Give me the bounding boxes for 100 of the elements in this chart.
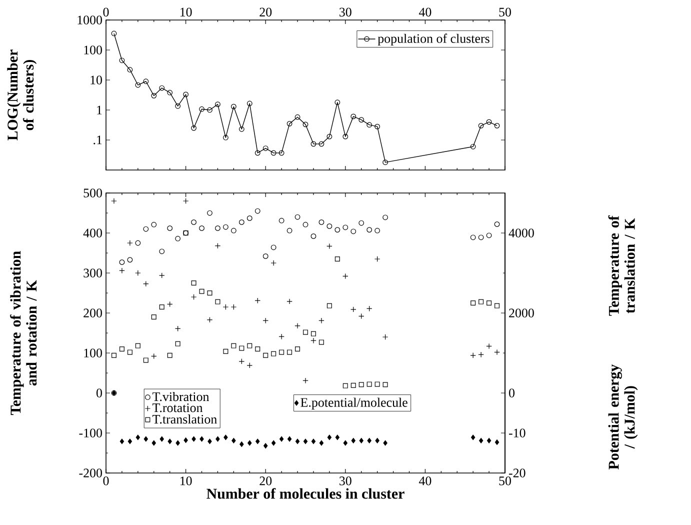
point [262,146,268,151]
x-tick-label: 0 [103,476,109,486]
point [254,208,260,214]
point [167,90,173,96]
point [222,304,229,310]
point [223,348,228,354]
point [302,122,308,128]
y-axis-title: Temperature of vibration and rotation / K [10,251,37,415]
point [366,227,372,232]
point [254,150,260,156]
point [470,434,476,440]
point [334,227,340,232]
point [199,226,204,231]
point [494,349,500,356]
y-tick-label: 300 [84,268,102,278]
point [256,438,260,444]
y-tick-label: -200 [79,468,102,478]
point [358,382,364,388]
point [286,120,292,126]
point [168,438,172,444]
y-tick-label: 200 [84,308,102,318]
point [238,126,244,132]
point [183,92,188,98]
point [359,438,364,444]
point [310,338,316,344]
point [167,352,172,358]
point [294,114,300,120]
point [175,341,180,346]
point [246,362,253,368]
point [208,438,212,444]
point [135,270,141,276]
y-tick-label: 10 [90,76,102,84]
point [326,243,332,250]
point [151,314,156,320]
y3-axis-title: Potential energy / (kJ/mol) [608,364,638,470]
point [158,272,165,278]
point [151,222,157,228]
point [239,346,244,351]
point [264,443,268,448]
y-tick-label: 400 [83,228,102,238]
point [278,150,284,156]
point [232,438,236,444]
point [303,330,308,335]
point [216,436,220,442]
point [135,343,140,348]
point [127,257,133,262]
point [382,214,388,220]
y-tick-label: 100 [84,348,102,358]
point [342,273,348,280]
point [374,228,380,234]
point [144,436,148,442]
point [486,343,492,350]
point [246,100,252,106]
point [143,78,149,84]
point [152,440,156,446]
point [295,346,300,352]
point [486,300,492,306]
point [175,103,181,109]
point [191,125,196,131]
legend-label: T.rotation [152,403,203,412]
point [240,442,244,447]
point [246,216,252,221]
point [342,134,348,140]
point [486,119,492,125]
point [270,150,276,156]
y-axis-title: LOG(Number of clusters) [7,50,37,140]
point [224,434,228,440]
point [200,436,204,442]
point [286,298,292,304]
point [143,358,148,363]
x-axis-title: Number of molecules in cluster [206,488,404,499]
point [119,346,124,352]
point [238,220,244,225]
x-tick-label: 40 [418,476,432,486]
point [279,436,284,442]
point [127,67,133,72]
point [366,382,372,387]
point [238,358,245,364]
point [191,280,196,286]
y2-tick-label: 0 [509,388,515,398]
y2-tick-label: 2000 [509,308,534,318]
point [478,299,484,304]
point [358,313,364,320]
point [470,352,476,358]
point [494,440,500,445]
point [287,436,292,442]
point [254,298,261,304]
point [326,303,332,308]
point [342,224,348,230]
point [478,352,484,358]
y-tick-label: 0 [96,388,102,398]
point [303,438,308,444]
point [230,228,236,234]
point [127,240,133,246]
point [486,438,492,444]
x-tick-label: 0 [103,8,109,16]
point [231,343,236,348]
point [159,248,165,254]
point [207,290,212,296]
point [382,334,388,340]
